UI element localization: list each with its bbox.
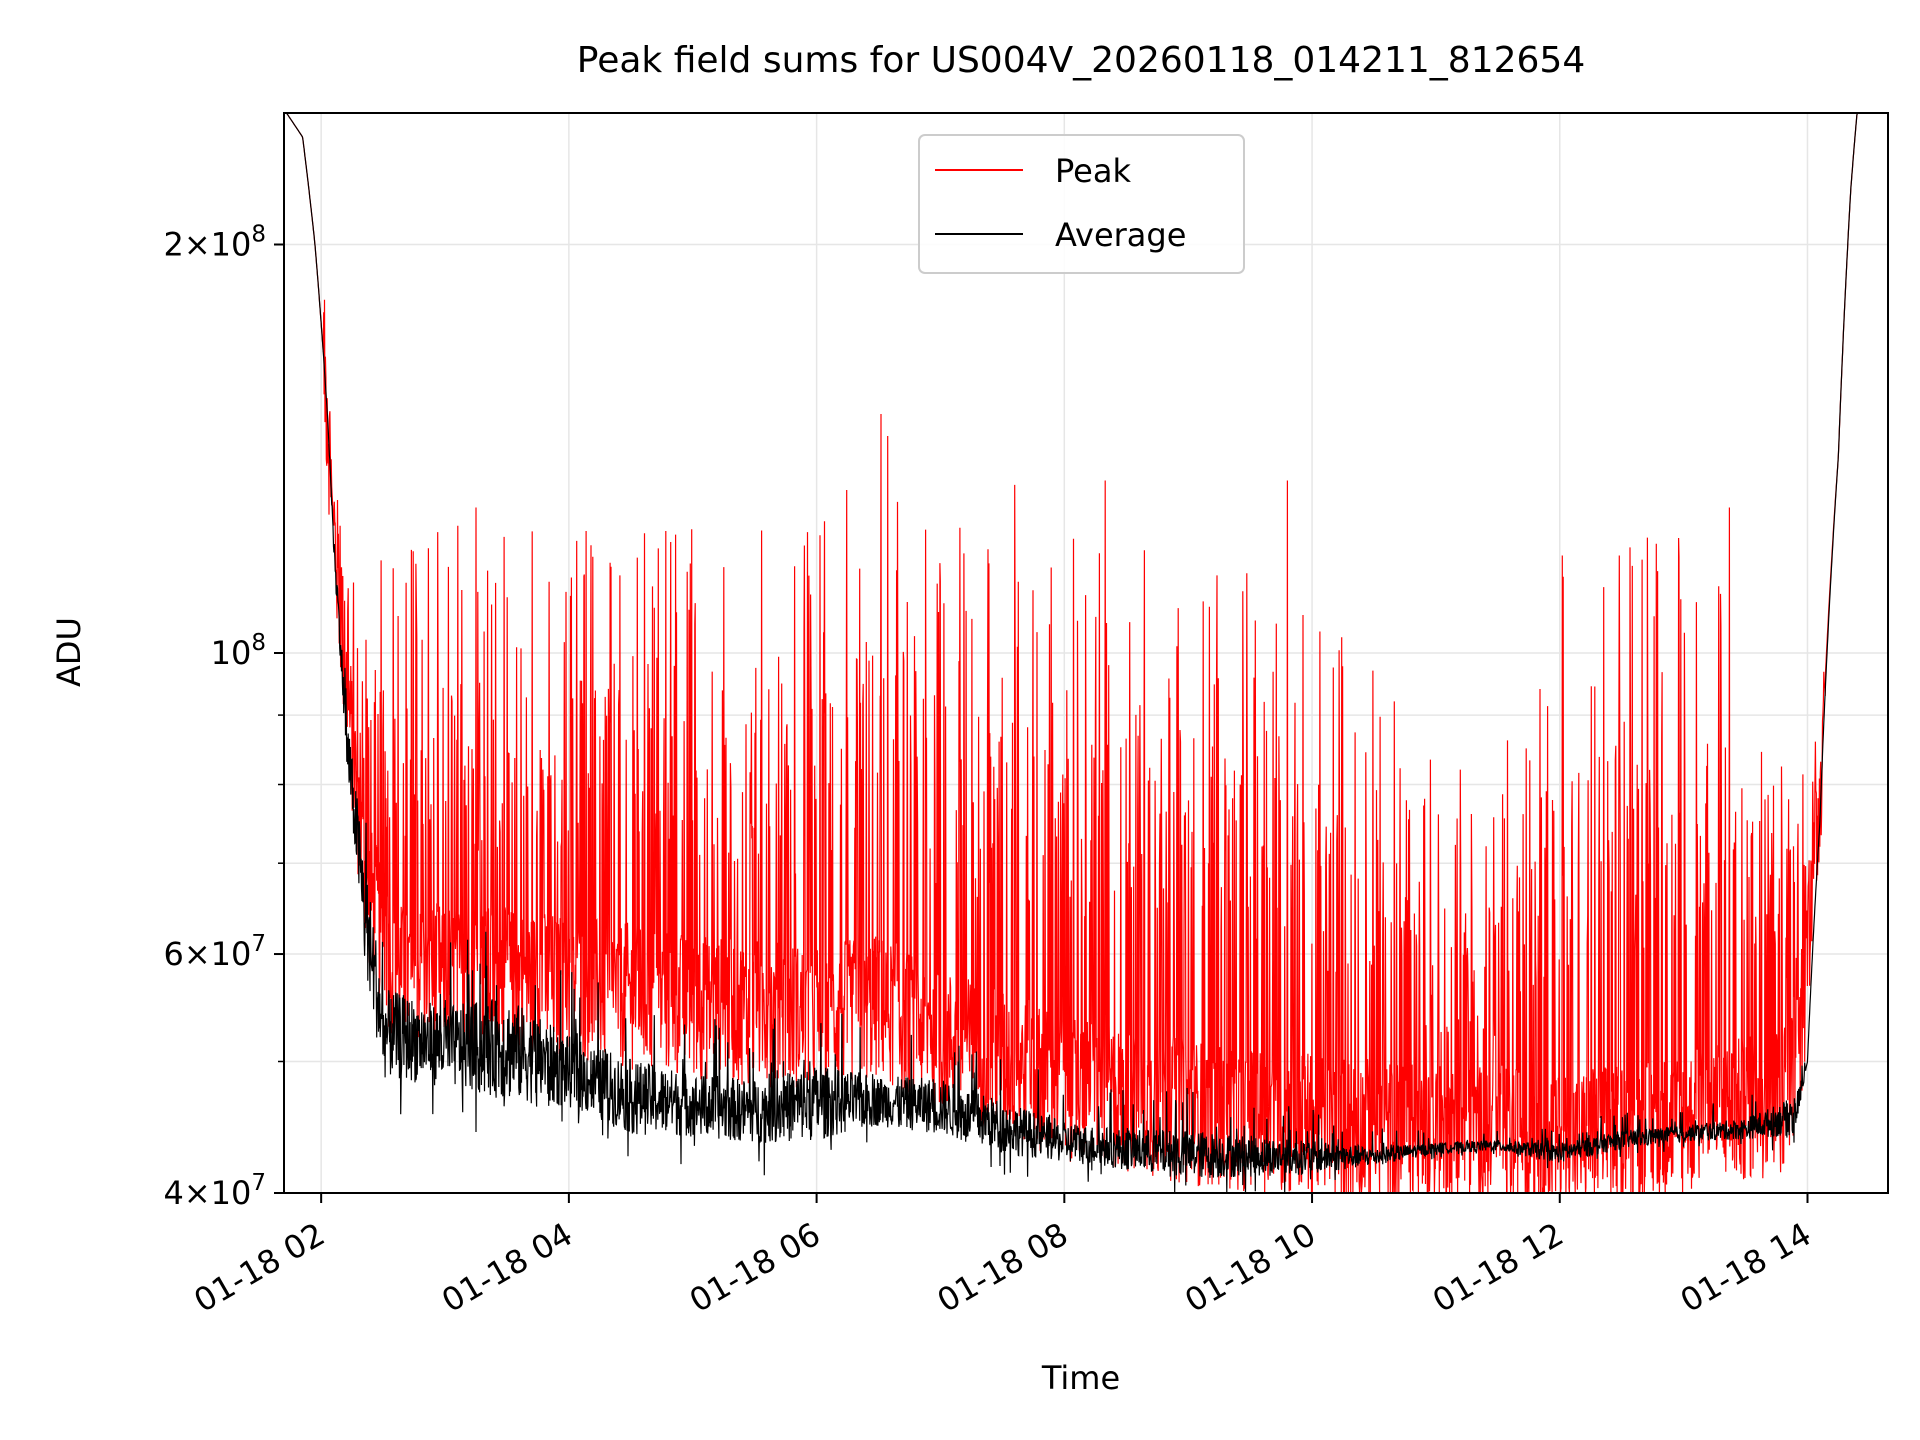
series-layer	[284, 113, 1888, 1193]
y-tick-label-3: 2×108	[163, 222, 266, 264]
legend: Peak Average	[918, 134, 1245, 274]
legend-label-peak: Peak	[1055, 152, 1131, 190]
series-average-line	[284, 113, 1888, 1193]
chart-title: Peak field sums for US004V_20260118_0142…	[577, 40, 1585, 81]
x-axis-label: Time	[1041, 1359, 1120, 1397]
y-tick-label-2: 108	[211, 630, 266, 672]
y-axis-label: ADU	[50, 617, 88, 687]
series-peak-line	[284, 113, 1888, 1193]
y-tick-label-0: 4×107	[163, 1170, 266, 1212]
y-axis-ticks: 4×107 6×107 108 2×108	[163, 222, 284, 1212]
y-tick-label-1: 6×107	[163, 931, 266, 973]
legend-label-average: Average	[1055, 216, 1186, 254]
